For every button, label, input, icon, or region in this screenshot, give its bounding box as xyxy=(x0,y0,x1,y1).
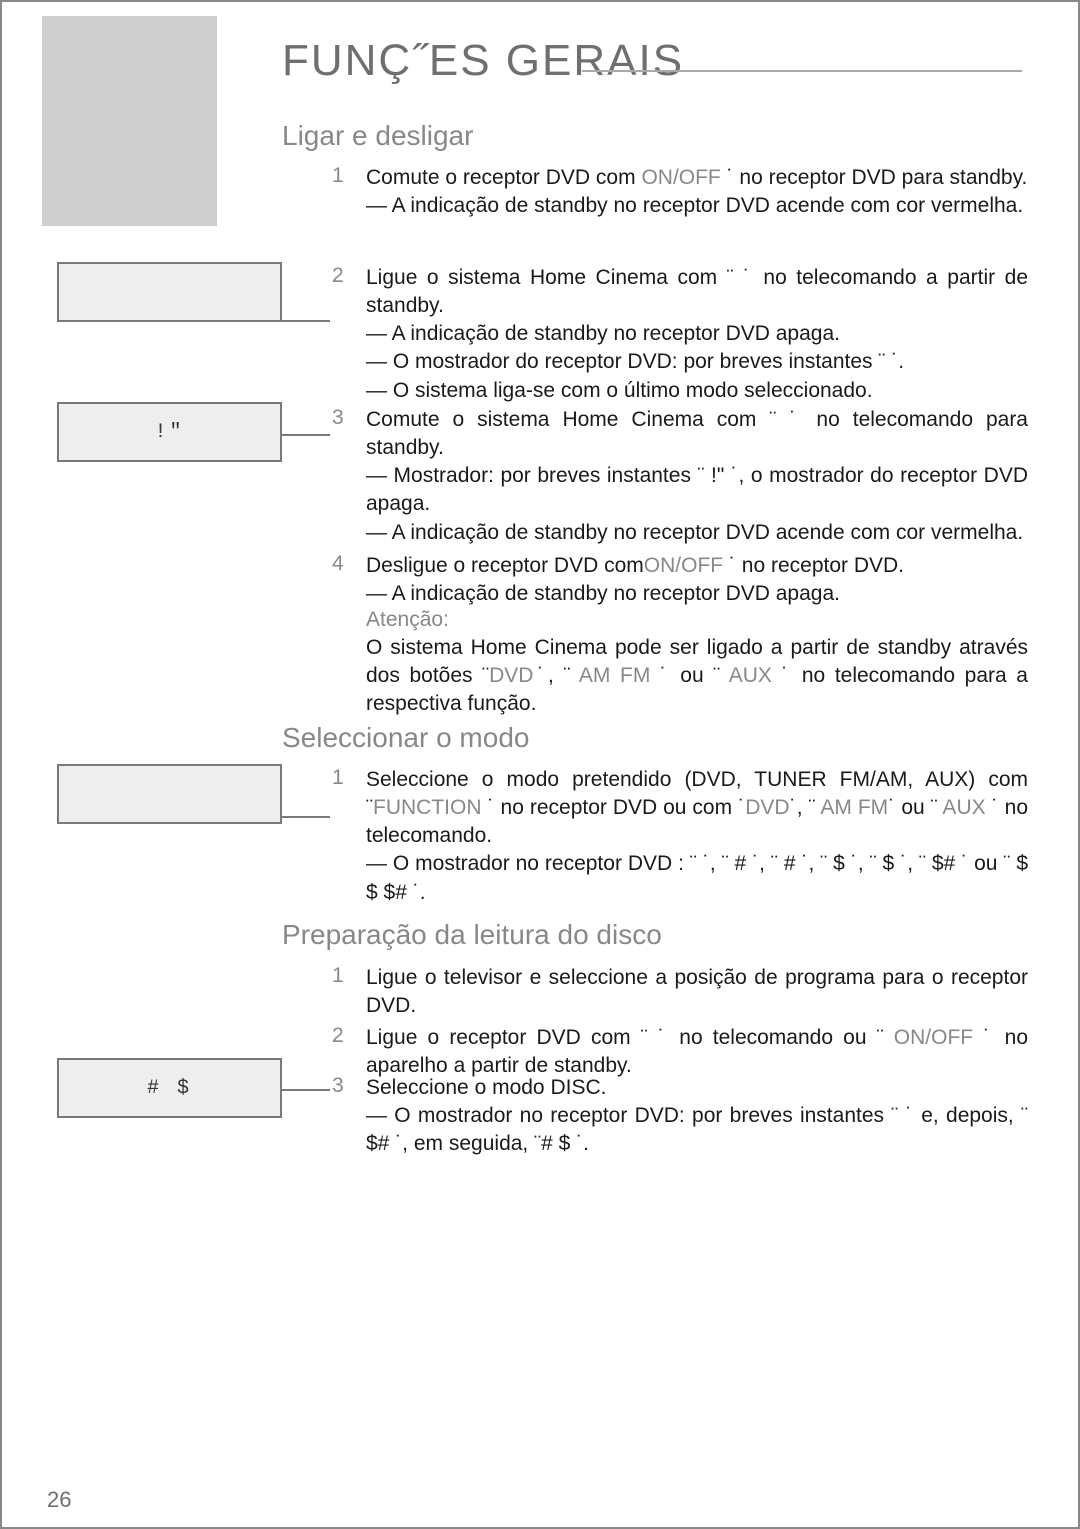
step-body: Ligue o sistema Home Cinema com ¨ ˙ no t… xyxy=(366,264,1028,405)
text: ˙ ou ¨ xyxy=(888,796,938,819)
text: Ligue o sistema Home Cinema com ¨ ˙ no t… xyxy=(366,266,1028,317)
note-heading: Atenção: xyxy=(366,606,1028,634)
step-1-seleccionar: 1 Seleccione o modo pretendido (DVD, TUN… xyxy=(332,766,1028,907)
page-number: 26 xyxy=(47,1487,71,1513)
step-3-preparacao: 3 Seleccione o modo DISC. — O mostrador … xyxy=(332,1074,1028,1158)
step-1-ligar: 1 Comute o receptor DVD com ON/OFF ˙ no … xyxy=(332,164,1028,220)
text: ˙, ¨ xyxy=(533,664,570,687)
sub-line: — A indicação de standby no receptor DVD… xyxy=(366,580,1028,608)
text: ˙, ¨ xyxy=(790,796,816,819)
keyword-amfm: AM FM xyxy=(816,796,889,819)
keyword-onoff: ON/OFF xyxy=(884,1026,984,1049)
display-box-4: # $ xyxy=(57,1058,282,1118)
step-body: Comute o sistema Home Cinema com ¨ ˙ no … xyxy=(366,406,1028,547)
step-number: 1 xyxy=(332,964,366,1020)
step-number: 2 xyxy=(332,264,366,405)
step-body: Ligue o receptor DVD com ¨ ˙ no telecoma… xyxy=(366,1024,1028,1080)
step-number: 3 xyxy=(332,406,366,547)
step-body: Seleccione o modo pretendido (DVD, TUNER… xyxy=(366,766,1028,907)
display-stub-1 xyxy=(282,320,330,322)
text: Comute o receptor DVD com xyxy=(366,166,641,189)
text: Seleccione o modo DISC. xyxy=(366,1076,606,1099)
step-number: 3 xyxy=(332,1074,366,1158)
keyword-dvd: DVD xyxy=(745,796,789,819)
display-box-3 xyxy=(57,764,282,824)
sub-line: — A indicação de standby no receptor DVD… xyxy=(366,320,1028,348)
display-stub-3 xyxy=(282,816,330,818)
sub-line: — A indicação de standby no receptor DVD… xyxy=(366,192,1028,220)
keyword-onoff: ON/OFF xyxy=(644,554,723,577)
text: ˙ ou ¨ xyxy=(660,664,720,687)
section-heading-ligar: Ligar e desligar xyxy=(282,120,473,152)
keyword-amfm: AM FM xyxy=(570,664,659,687)
keyword-function: FUNCTION xyxy=(373,796,482,819)
sub-line: — O mostrador do receptor DVD: por breve… xyxy=(366,348,1028,376)
step-number: 1 xyxy=(332,164,366,220)
text: ˙ no receptor DVD ou com ˙ xyxy=(482,796,746,819)
text: ˙ no receptor DVD. xyxy=(723,554,904,577)
blank-num xyxy=(332,606,366,719)
section-heading-seleccionar: Seleccionar o modo xyxy=(282,722,529,754)
display-stub-4 xyxy=(282,1089,330,1091)
text: Ligue o receptor DVD com ¨ ˙ no telecoma… xyxy=(366,1026,884,1049)
left-gray-stripe xyxy=(42,16,217,226)
step-body: Desligue o receptor DVD comON/OFF ˙ no r… xyxy=(366,552,1028,608)
display-box-2: !" xyxy=(57,402,282,462)
sub-line: — Mostrador: por breves instantes ¨ !" ˙… xyxy=(366,462,1028,518)
manual-page: FUNÇ˝ES GERAIS Ligar e desligar Seleccio… xyxy=(0,0,1080,1529)
step-number: 4 xyxy=(332,552,366,608)
step-number: 1 xyxy=(332,766,366,907)
step-body: Comute o receptor DVD com ON/OFF ˙ no re… xyxy=(366,164,1028,220)
sub-line: — O sistema liga-se com o último modo se… xyxy=(366,377,1028,405)
section-heading-preparacao: Preparação da leitura do disco xyxy=(282,919,662,951)
step-body: Seleccione o modo DISC. — O mostrador no… xyxy=(366,1074,1028,1158)
keyword-aux: AUX xyxy=(938,796,992,819)
page-title: FUNÇ˝ES GERAIS xyxy=(282,36,684,86)
sub-line: — A indicação de standby no receptor DVD… xyxy=(366,519,1028,547)
step-1-preparacao: 1 Ligue o televisor e seleccione a posiç… xyxy=(332,964,1028,1020)
text: ˙ no receptor DVD para standby. xyxy=(721,166,1028,189)
step-4-ligar: 4 Desligue o receptor DVD comON/OFF ˙ no… xyxy=(332,552,1028,608)
sub-line: — O mostrador no receptor DVD: por breve… xyxy=(366,1102,1028,1158)
keyword-dvd: DVD xyxy=(489,664,533,687)
display-stub-2 xyxy=(282,434,330,436)
keyword-onoff: ON/OFF xyxy=(641,166,720,189)
step-2-preparacao: 2 Ligue o receptor DVD com ¨ ˙ no teleco… xyxy=(332,1024,1028,1080)
text: Comute o sistema Home Cinema com ¨ ˙ no … xyxy=(366,408,1028,459)
keyword-aux: AUX xyxy=(720,664,781,687)
step-2-ligar: 2 Ligue o sistema Home Cinema com ¨ ˙ no… xyxy=(332,264,1028,405)
note-body: Atenção: O sistema Home Cinema pode ser … xyxy=(366,606,1028,719)
display-box-1 xyxy=(57,262,282,322)
sub-line: — O mostrador no receptor DVD : ¨ ˙, ¨ #… xyxy=(366,850,1028,906)
text: Desligue o receptor DVD com xyxy=(366,554,644,577)
title-rule xyxy=(582,70,1022,72)
step-body: Ligue o televisor e seleccione a posição… xyxy=(366,964,1028,1020)
step-number: 2 xyxy=(332,1024,366,1080)
note-atencao: Atenção: O sistema Home Cinema pode ser … xyxy=(332,606,1028,719)
step-3-ligar: 3 Comute o sistema Home Cinema com ¨ ˙ n… xyxy=(332,406,1028,547)
text: Ligue o televisor e seleccione a posição… xyxy=(366,966,1028,1017)
